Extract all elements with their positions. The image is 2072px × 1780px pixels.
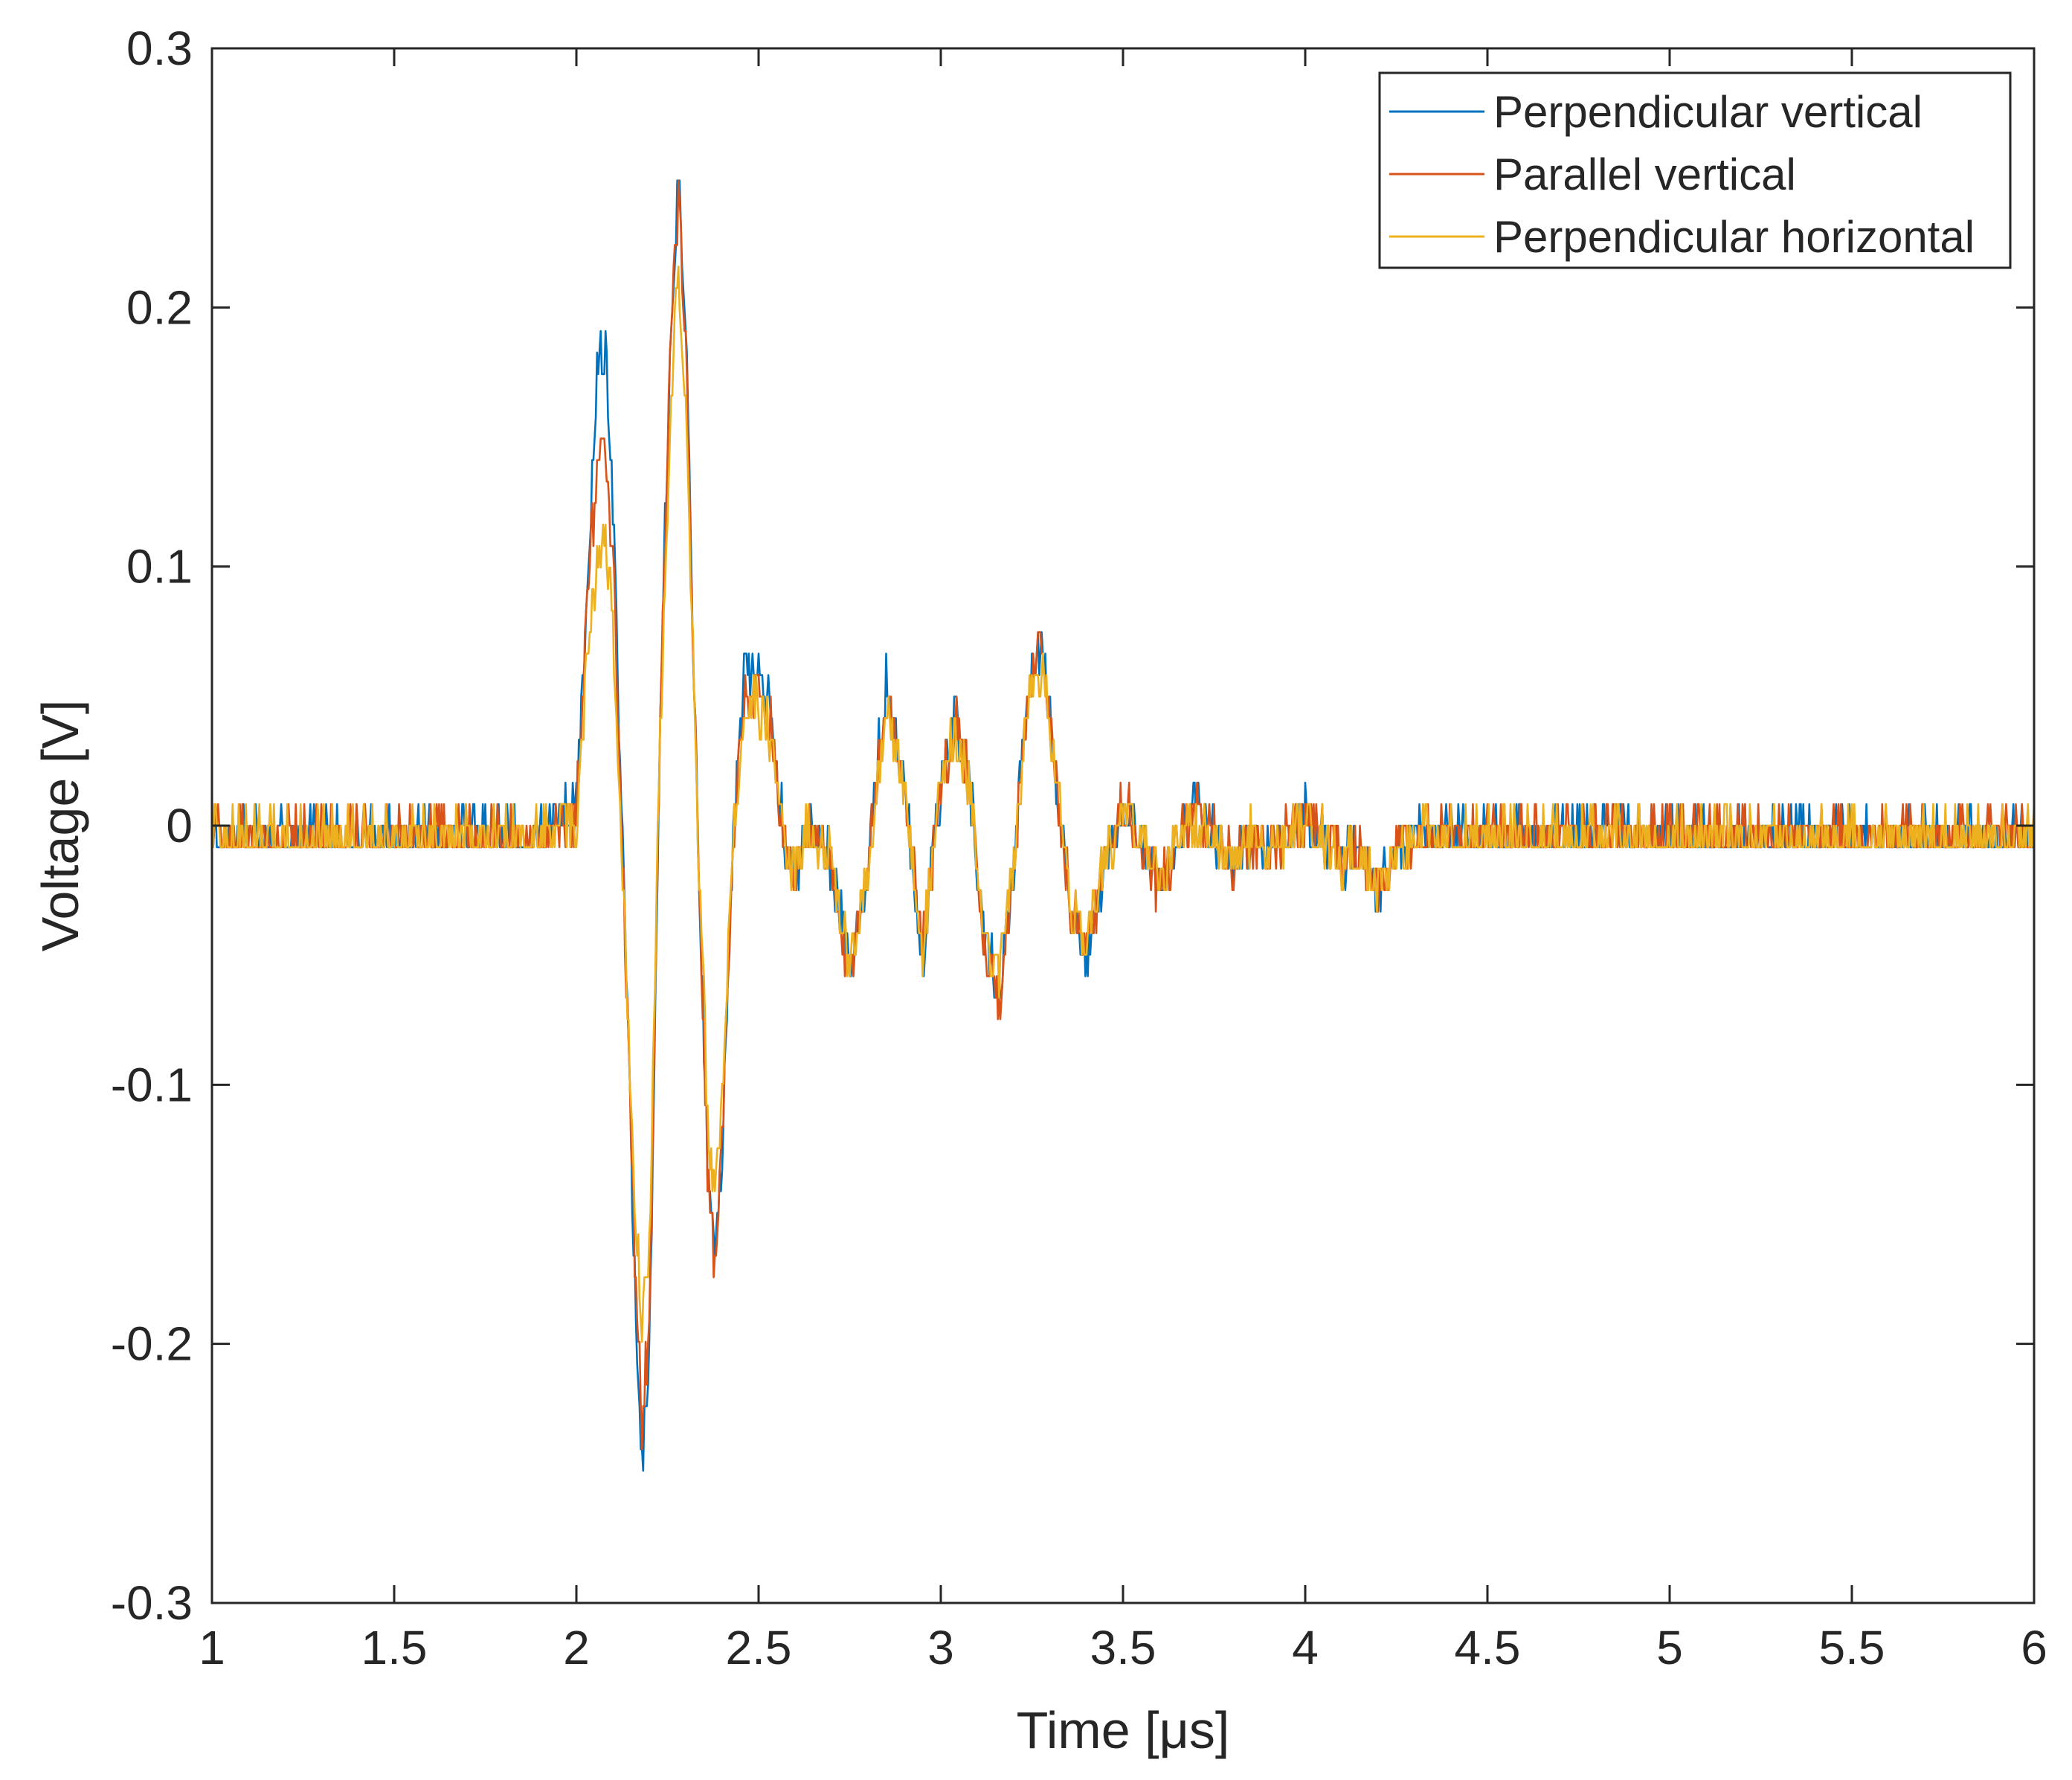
x-tick-label: 5.5: [1819, 1621, 1885, 1674]
x-tick-label: 4: [1292, 1621, 1319, 1674]
x-tick-label: 5: [1656, 1621, 1683, 1674]
x-tick-label: 3.5: [1090, 1621, 1156, 1674]
x-tick-label: 2.5: [726, 1621, 792, 1674]
y-tick-label: 0.3: [126, 22, 193, 75]
legend-label-1: Perpendicular vertical: [1493, 87, 1923, 137]
x-tick-label: 2: [563, 1621, 590, 1674]
legend-label-2: Parallel vertical: [1493, 150, 1796, 199]
y-tick-label: 0.2: [126, 280, 193, 334]
y-tick-label: 0.1: [126, 540, 193, 594]
x-tick-label: 1: [199, 1621, 225, 1674]
legend-items: Perpendicular vertical Parallel vertical P…: [1389, 87, 1975, 262]
y-tick-label: -0.1: [111, 1058, 193, 1111]
y-tick-label: -0.3: [111, 1576, 193, 1630]
y-axis: -0.3 -0.2 -0.1 0 0.1 0.2 0.3: [111, 22, 2034, 1630]
x-tick-label: 6: [2021, 1621, 2047, 1674]
x-tick-label: 1.5: [361, 1621, 428, 1674]
x-tick-label: 4.5: [1455, 1621, 1521, 1674]
y-tick-label: 0: [166, 799, 193, 852]
legend-label-3: Perpendicular horizontal: [1493, 212, 1975, 262]
legend: Perpendicular vertical Parallel vertical P…: [1378, 71, 2012, 269]
x-axis-title: Time [μs]: [1017, 1701, 1230, 1759]
y-axis-title: Voltage [V]: [31, 700, 89, 952]
y-tick-label: -0.2: [111, 1317, 193, 1371]
series-layer: [210, 179, 2036, 1472]
x-axis: 1 1.5 2 2.5 3 3.5 4 4.5 5 5.5 6: [199, 48, 2047, 1674]
series-line-3: [212, 266, 2036, 1343]
legend-box: [1378, 71, 2012, 269]
x-tick-label: 3: [927, 1621, 954, 1674]
